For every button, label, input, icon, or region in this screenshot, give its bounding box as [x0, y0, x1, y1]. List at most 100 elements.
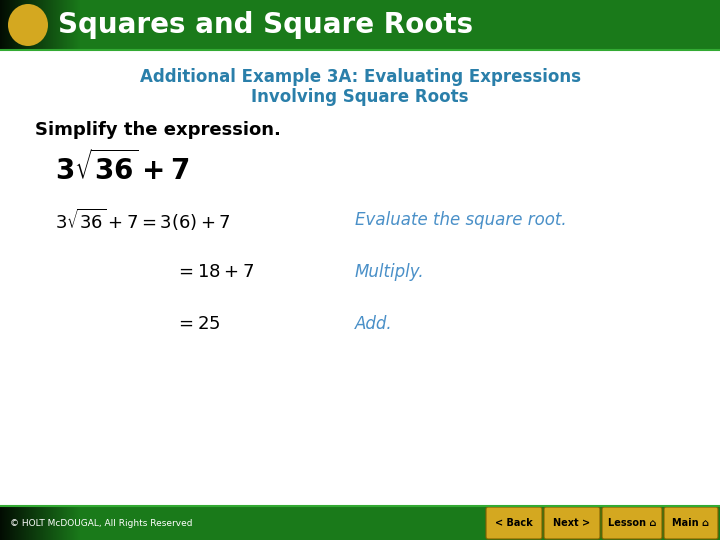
Bar: [22, 506, 23, 540]
Bar: [43, 506, 44, 540]
Text: Add.: Add.: [355, 315, 392, 333]
Bar: [23, 0, 24, 50]
Bar: [51, 0, 52, 50]
Text: Next >: Next >: [554, 518, 590, 528]
Bar: [68, 506, 69, 540]
Bar: [67, 506, 68, 540]
Bar: [19, 506, 20, 540]
Text: $= 18 + 7$: $= 18 + 7$: [175, 263, 254, 281]
Bar: [0, 506, 720, 540]
Bar: [25, 506, 26, 540]
Bar: [77, 0, 78, 50]
Bar: [13, 0, 14, 50]
Bar: [59, 0, 60, 50]
Bar: [19, 0, 20, 50]
Bar: [8, 506, 9, 540]
Bar: [74, 506, 75, 540]
Bar: [73, 506, 74, 540]
Bar: [65, 506, 66, 540]
FancyBboxPatch shape: [602, 507, 662, 539]
Bar: [49, 506, 50, 540]
Bar: [17, 0, 18, 50]
Bar: [57, 506, 58, 540]
Text: $3\sqrt{36} + 7 = 3(6) + 7$: $3\sqrt{36} + 7 = 3(6) + 7$: [55, 207, 231, 233]
Bar: [69, 506, 70, 540]
Bar: [27, 0, 28, 50]
Bar: [71, 0, 72, 50]
Bar: [21, 0, 22, 50]
Bar: [15, 0, 16, 50]
Bar: [49, 0, 50, 50]
Bar: [44, 0, 45, 50]
Bar: [70, 506, 71, 540]
Bar: [71, 506, 72, 540]
Bar: [0, 0, 720, 50]
Bar: [0, 506, 1, 540]
Bar: [18, 0, 19, 50]
Bar: [42, 506, 43, 540]
Bar: [2, 506, 3, 540]
Bar: [16, 0, 17, 50]
Bar: [17, 506, 18, 540]
Bar: [69, 0, 70, 50]
Bar: [66, 0, 67, 50]
Bar: [52, 0, 53, 50]
Bar: [34, 0, 35, 50]
Bar: [46, 0, 47, 50]
Bar: [9, 506, 10, 540]
Bar: [73, 0, 74, 50]
Bar: [3, 506, 4, 540]
Bar: [50, 0, 51, 50]
Text: © HOLT McDOUGAL, All Rights Reserved: © HOLT McDOUGAL, All Rights Reserved: [10, 518, 192, 528]
Bar: [70, 0, 71, 50]
Bar: [13, 506, 14, 540]
Bar: [1, 0, 2, 50]
Bar: [78, 506, 79, 540]
Bar: [5, 0, 6, 50]
Bar: [10, 0, 11, 50]
Bar: [3, 0, 4, 50]
Bar: [40, 506, 41, 540]
Bar: [31, 506, 32, 540]
Bar: [38, 0, 39, 50]
Bar: [56, 0, 57, 50]
Bar: [45, 506, 46, 540]
Bar: [50, 506, 51, 540]
Bar: [16, 506, 17, 540]
Bar: [8, 0, 9, 50]
FancyBboxPatch shape: [544, 507, 600, 539]
FancyBboxPatch shape: [664, 507, 718, 539]
Bar: [72, 506, 73, 540]
Bar: [68, 0, 69, 50]
Bar: [22, 0, 23, 50]
Bar: [47, 506, 48, 540]
Text: $= 25$: $= 25$: [175, 315, 220, 333]
Bar: [35, 0, 36, 50]
Bar: [33, 0, 34, 50]
Bar: [15, 506, 16, 540]
Bar: [23, 506, 24, 540]
Bar: [24, 506, 25, 540]
Bar: [36, 506, 37, 540]
Bar: [30, 0, 31, 50]
Bar: [34, 506, 35, 540]
Text: Evaluate the square root.: Evaluate the square root.: [355, 211, 567, 229]
Bar: [57, 0, 58, 50]
Bar: [7, 506, 8, 540]
Bar: [52, 506, 53, 540]
Text: $\mathbf{3\sqrt{36} + 7}$: $\mathbf{3\sqrt{36} + 7}$: [55, 150, 189, 186]
Bar: [21, 506, 22, 540]
Bar: [62, 0, 63, 50]
Bar: [32, 506, 33, 540]
Bar: [36, 0, 37, 50]
Bar: [55, 0, 56, 50]
Bar: [64, 0, 65, 50]
Text: Main ⌂: Main ⌂: [672, 518, 709, 528]
Bar: [41, 0, 42, 50]
Bar: [77, 506, 78, 540]
Bar: [28, 506, 29, 540]
Bar: [31, 0, 32, 50]
Bar: [72, 0, 73, 50]
Bar: [28, 0, 29, 50]
Bar: [46, 506, 47, 540]
